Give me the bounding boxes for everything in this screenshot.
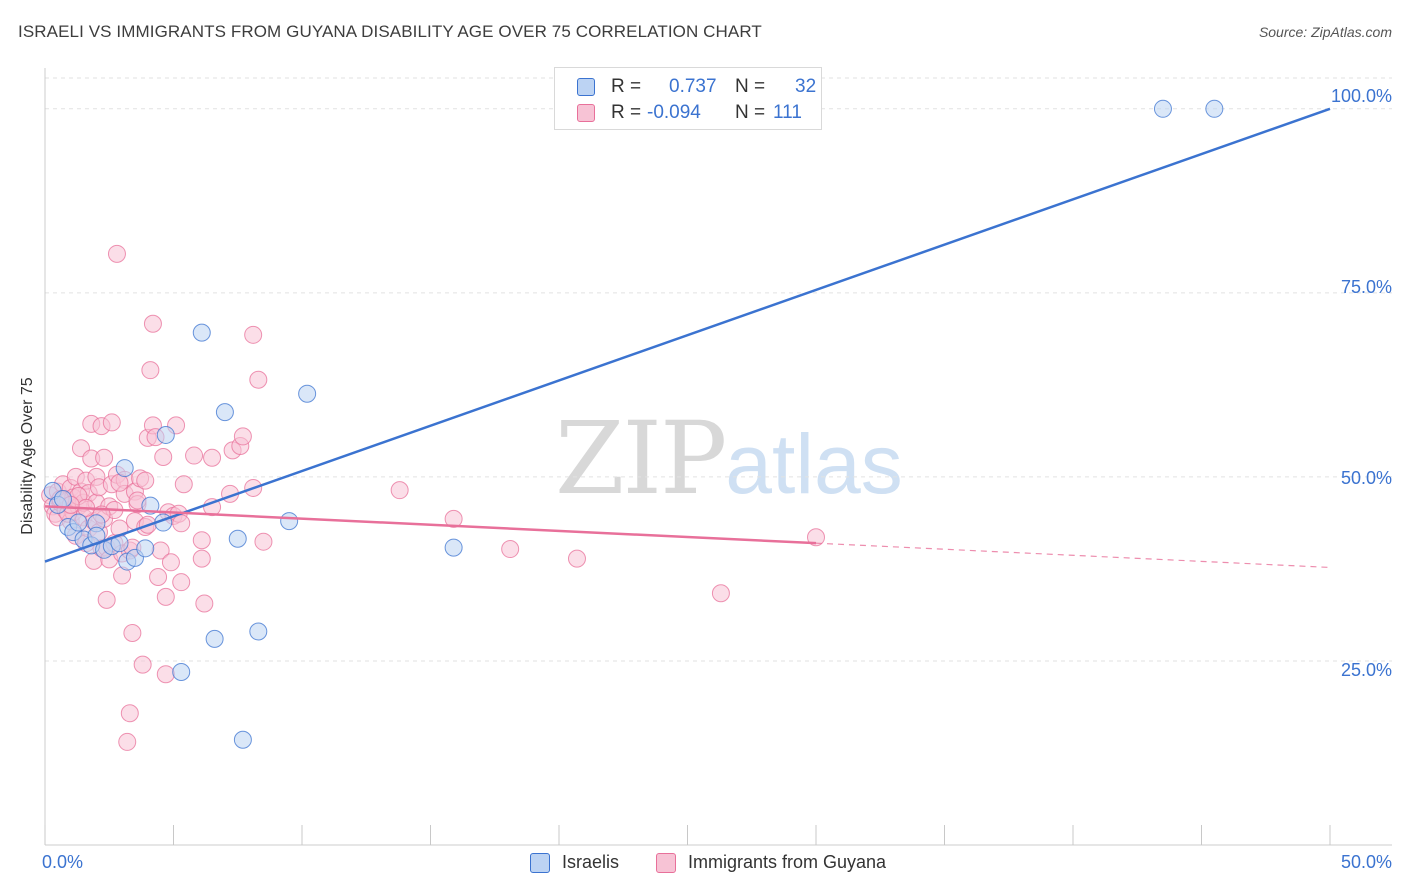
guyana-point [390, 481, 409, 500]
israelis-point [249, 622, 268, 641]
guyana-point [203, 448, 222, 467]
israelis-point [192, 323, 211, 342]
guyana-point [444, 509, 463, 528]
r-value: 0.737 [669, 76, 717, 97]
guyana-point [192, 549, 211, 568]
guyana-point [807, 528, 825, 547]
guyana-point [118, 732, 137, 751]
israelis-point [156, 425, 175, 444]
guyana-point [203, 498, 222, 517]
correlation-legend: R = 0.737 N = 32 R = -0.094 N = 111 [554, 67, 822, 130]
y-tick-label: 50.0% [1340, 468, 1392, 488]
israelis-swatch [577, 78, 595, 96]
israelis-trend-line [44, 107, 1331, 563]
y-tick-label: 25.0% [1340, 660, 1392, 680]
guyana-point [254, 532, 273, 551]
y-tick-label: 100.0% [1330, 86, 1392, 106]
y-axis-title-text: Disability Age Over 75 [19, 377, 36, 535]
legend-label: Israelis [562, 852, 620, 872]
guyana-point [107, 244, 126, 263]
guyana-trend-extension [815, 542, 1331, 569]
israelis-point [298, 384, 317, 403]
guyana-point [123, 623, 142, 642]
guyana-point [174, 475, 193, 494]
guyana-point [185, 446, 204, 465]
guyana-point [249, 370, 268, 389]
guyana-point [156, 587, 175, 606]
chart-title: ISRAELI VS IMMIGRANTS FROM GUYANA DISABI… [18, 22, 762, 41]
guyana-point [244, 325, 263, 344]
guyana-point [192, 531, 211, 550]
israelis-point [1205, 99, 1224, 118]
n-value: 111 [773, 102, 802, 123]
israelis-point [53, 489, 72, 508]
guyana-point [95, 448, 114, 467]
guyana-point [161, 553, 180, 572]
guyana-point [97, 590, 116, 609]
guyana-point [136, 471, 155, 490]
israelis-point [69, 513, 88, 532]
guyana-trend-line [44, 505, 817, 545]
guyana-point [567, 549, 586, 568]
israelis-point [215, 403, 234, 422]
legend-label: Immigrants from Guyana [688, 852, 887, 872]
watermark-atlas: atlas [725, 417, 903, 511]
r-label: R = [611, 76, 642, 97]
israelis-point [1153, 99, 1172, 118]
watermark-zip: ZIP [555, 400, 727, 517]
israelis-point [141, 496, 160, 515]
r-label: R = [611, 102, 642, 123]
guyana-point [149, 568, 168, 587]
guyana-point [172, 573, 191, 592]
guyana-point [501, 540, 520, 559]
guyana-point [141, 361, 160, 380]
guyana-point [102, 413, 121, 432]
israelis-point [172, 662, 191, 681]
watermark: ZIPatlas [555, 400, 903, 517]
israelis-point [205, 629, 224, 648]
y-tick-label: 75.0% [1340, 277, 1392, 297]
israelis-point [233, 730, 252, 749]
guyana-point [133, 655, 152, 674]
israelis-point [228, 529, 247, 548]
n-value: 32 [795, 76, 817, 97]
x-tick-label-max: 50.0% [1340, 852, 1392, 872]
guyana-point [120, 704, 139, 723]
guyana-point [195, 594, 214, 613]
r-value: -0.094 [647, 102, 701, 123]
israelis-legend-swatch [530, 853, 550, 873]
guyana-point [156, 665, 175, 684]
guyana-point [172, 514, 191, 533]
israelis-point [136, 539, 155, 558]
guyana-swatch [577, 104, 595, 122]
guyana-legend-swatch [656, 853, 676, 873]
israelis-point [115, 459, 134, 478]
guyana-point [143, 314, 162, 333]
israelis-point [444, 538, 463, 557]
n-label: N = [735, 102, 766, 123]
israelis-point [280, 512, 299, 531]
guyana-point [233, 427, 252, 446]
source-label: Source: ZipAtlas.com [1258, 24, 1392, 40]
x-tick-label-min: 0.0% [42, 852, 84, 872]
guyana-point [154, 448, 173, 467]
n-label: N = [735, 76, 766, 97]
guyana-point [711, 584, 730, 603]
